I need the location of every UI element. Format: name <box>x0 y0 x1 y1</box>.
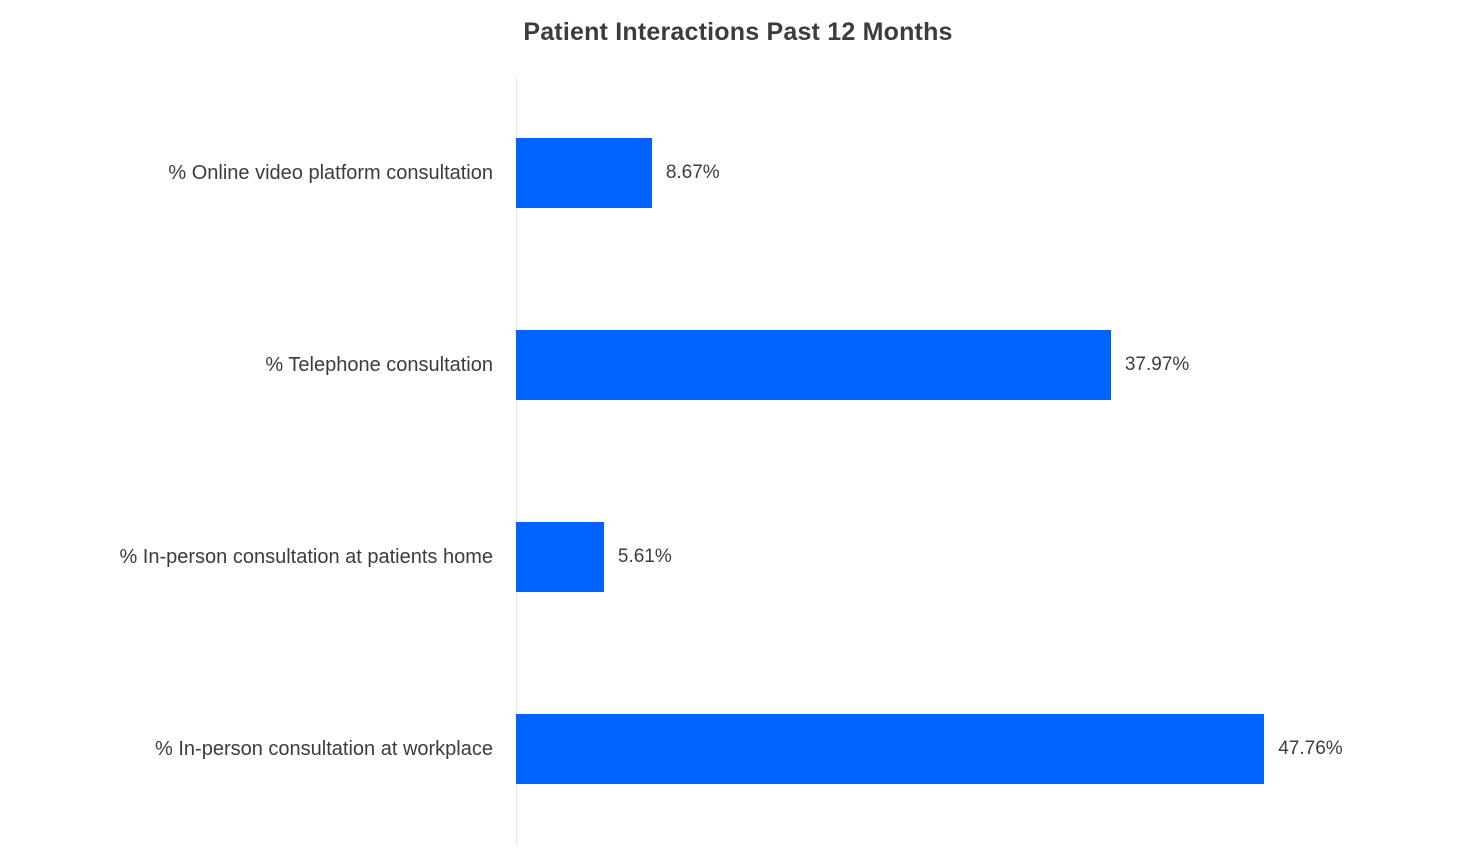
value-label: 37.97% <box>1124 354 1190 375</box>
bar-track: 37.97% <box>516 269 1456 461</box>
bar-rows: % Online video platform consultation 8.6… <box>0 77 1456 845</box>
chart-body: % Online video platform consultation 8.6… <box>0 77 1456 845</box>
category-label: % Telephone consultation <box>265 353 493 376</box>
chart-title: Patient Interactions Past 12 Months <box>523 18 953 46</box>
category-label: % In-person consultation at workplace <box>155 737 493 760</box>
bar-row: % Telephone consultation 37.97% <box>0 269 1456 461</box>
bar <box>516 330 1111 400</box>
value-label: 5.61% <box>617 546 672 567</box>
plot-area-axis-line <box>516 77 1456 845</box>
bar-row: % In-person consultation at workplace 47… <box>0 653 1456 845</box>
bar <box>516 138 652 208</box>
category-label: % Online video platform consultation <box>168 161 493 184</box>
value-label: 47.76% <box>1278 738 1343 759</box>
bar-track: 47.76% <box>516 653 1456 845</box>
category-label: % In-person consultation at patients hom… <box>119 545 493 568</box>
value-label: 8.67% <box>665 162 720 183</box>
bar-row: % Online video platform consultation 8.6… <box>0 77 1456 269</box>
bar-track: 8.67% <box>516 77 1456 269</box>
bar <box>516 522 604 592</box>
bar-row: % In-person consultation at patients hom… <box>0 461 1456 653</box>
bar-track: 5.61% <box>516 461 1456 653</box>
bar <box>516 714 1265 784</box>
